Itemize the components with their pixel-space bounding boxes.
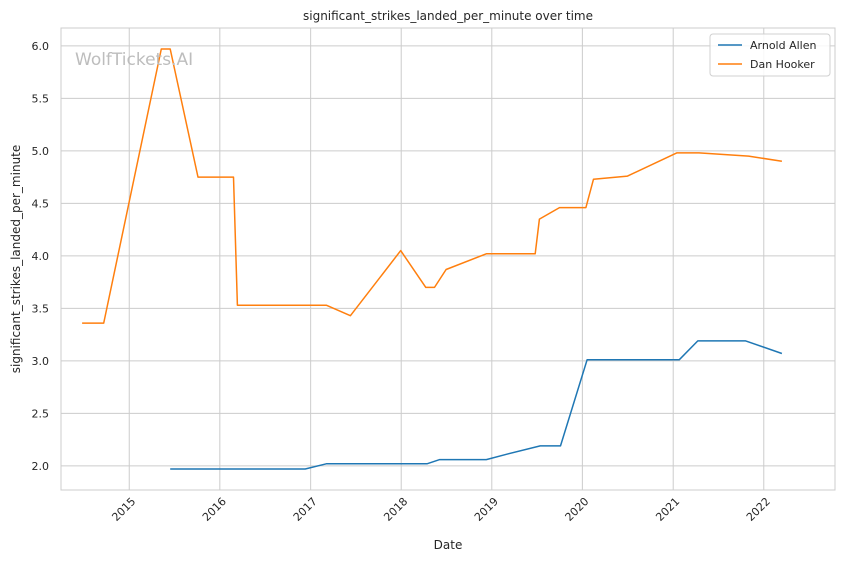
grid bbox=[61, 28, 835, 490]
legend: Arnold Allen Dan Hooker bbox=[709, 33, 831, 77]
y-axis-ticks: 2.0 2.5 3.0 3.5 4.0 4.5 5.0 5.5 6.0 bbox=[32, 40, 50, 473]
x-axis-title: Date bbox=[434, 538, 463, 552]
y-tick-label: 3.0 bbox=[32, 355, 50, 368]
legend-label: Arnold Allen bbox=[750, 39, 816, 52]
y-tick-label: 3.5 bbox=[32, 302, 50, 315]
watermark: WolfTickets.AI bbox=[75, 50, 193, 70]
y-axis-title: significant_strikes_landed_per_minute bbox=[9, 145, 23, 374]
y-tick-label: 2.0 bbox=[32, 460, 50, 473]
y-tick-label: 5.5 bbox=[32, 92, 50, 105]
series-line-arnold-allen bbox=[170, 340, 783, 470]
plot-frame bbox=[60, 27, 836, 491]
y-tick-label: 5.0 bbox=[32, 145, 50, 158]
y-tick-label: 4.5 bbox=[32, 197, 50, 210]
series-line-dan-hooker bbox=[82, 48, 783, 324]
y-tick-label: 4.0 bbox=[32, 250, 50, 263]
chart-title: significant_strikes_landed_per_minute ov… bbox=[303, 9, 593, 23]
y-tick-label: 6.0 bbox=[32, 40, 50, 53]
legend-label: Dan Hooker bbox=[750, 58, 815, 71]
series-lines bbox=[82, 48, 783, 470]
y-tick-label: 2.5 bbox=[32, 407, 50, 420]
